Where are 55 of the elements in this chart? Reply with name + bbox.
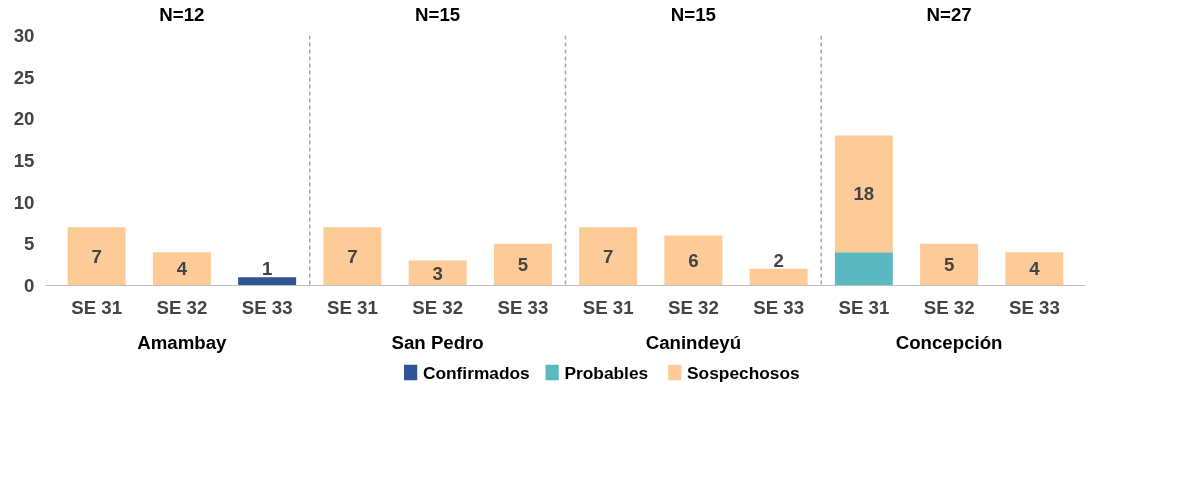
total-label: 5: [517, 254, 529, 276]
total-label: 1: [261, 258, 273, 280]
bar: [579, 227, 638, 286]
text: Amambay: [137, 331, 228, 353]
total-label: 18: [853, 183, 875, 205]
text: San Pedro: [391, 331, 484, 353]
text: Concepción: [895, 331, 1003, 353]
text: N=12: [159, 3, 205, 25]
bar: [152, 252, 211, 286]
bar: [67, 227, 126, 286]
x-tick-label: SE 33: [753, 296, 805, 318]
y-tick-label: 25: [13, 66, 35, 88]
x-tick-label: SE 33: [1008, 296, 1060, 318]
x-tick-label: SE 31: [838, 296, 890, 318]
y-tick-label: 20: [13, 108, 35, 130]
legend-label: Probables: [564, 362, 649, 383]
bar: [408, 260, 467, 286]
bar: [834, 135, 893, 253]
x-tick-label: SE 32: [923, 296, 975, 318]
total-label: 7: [347, 245, 358, 267]
total-label: 2: [773, 249, 784, 271]
legend-label: Confirmados: [422, 362, 530, 383]
y-tick-label: 0: [24, 275, 35, 296]
x-tick-label: SE 33: [497, 296, 549, 318]
legend-label: Sospechosos: [687, 362, 800, 383]
x-tick-label: SE 31: [326, 296, 378, 318]
total-label: 4: [176, 258, 188, 280]
bar: [749, 268, 808, 286]
text: N=15: [415, 3, 461, 25]
x-tick-label: SE 32: [667, 296, 719, 318]
total-label: 3: [432, 262, 443, 284]
total-label: 4: [1029, 258, 1041, 280]
x-tick-label: SE 32: [156, 296, 208, 318]
x-tick-label: SE 31: [71, 296, 123, 318]
y-tick-label: 15: [13, 150, 35, 171]
y-tick-label: 5: [24, 233, 35, 255]
x-tick-label: SE 32: [412, 296, 464, 318]
text: N=15: [670, 3, 716, 25]
bar: [920, 243, 979, 286]
bar: [1005, 252, 1064, 286]
bar: [323, 227, 382, 286]
y-tick-label: 10: [13, 191, 35, 213]
total-label: 6: [688, 250, 699, 271]
text: N=27: [926, 3, 972, 25]
bar: [834, 252, 893, 286]
bar: [238, 277, 297, 286]
x-tick-label: SE 31: [582, 296, 634, 318]
y-tick-label: 30: [13, 25, 35, 46]
x-tick-label: SE 33: [241, 296, 293, 318]
total-label: 5: [943, 254, 955, 276]
total-label: 7: [602, 245, 614, 267]
bar: [664, 235, 723, 286]
total-label: 7: [91, 245, 102, 267]
text: Canindeyú: [645, 331, 742, 353]
bar: [493, 243, 552, 286]
